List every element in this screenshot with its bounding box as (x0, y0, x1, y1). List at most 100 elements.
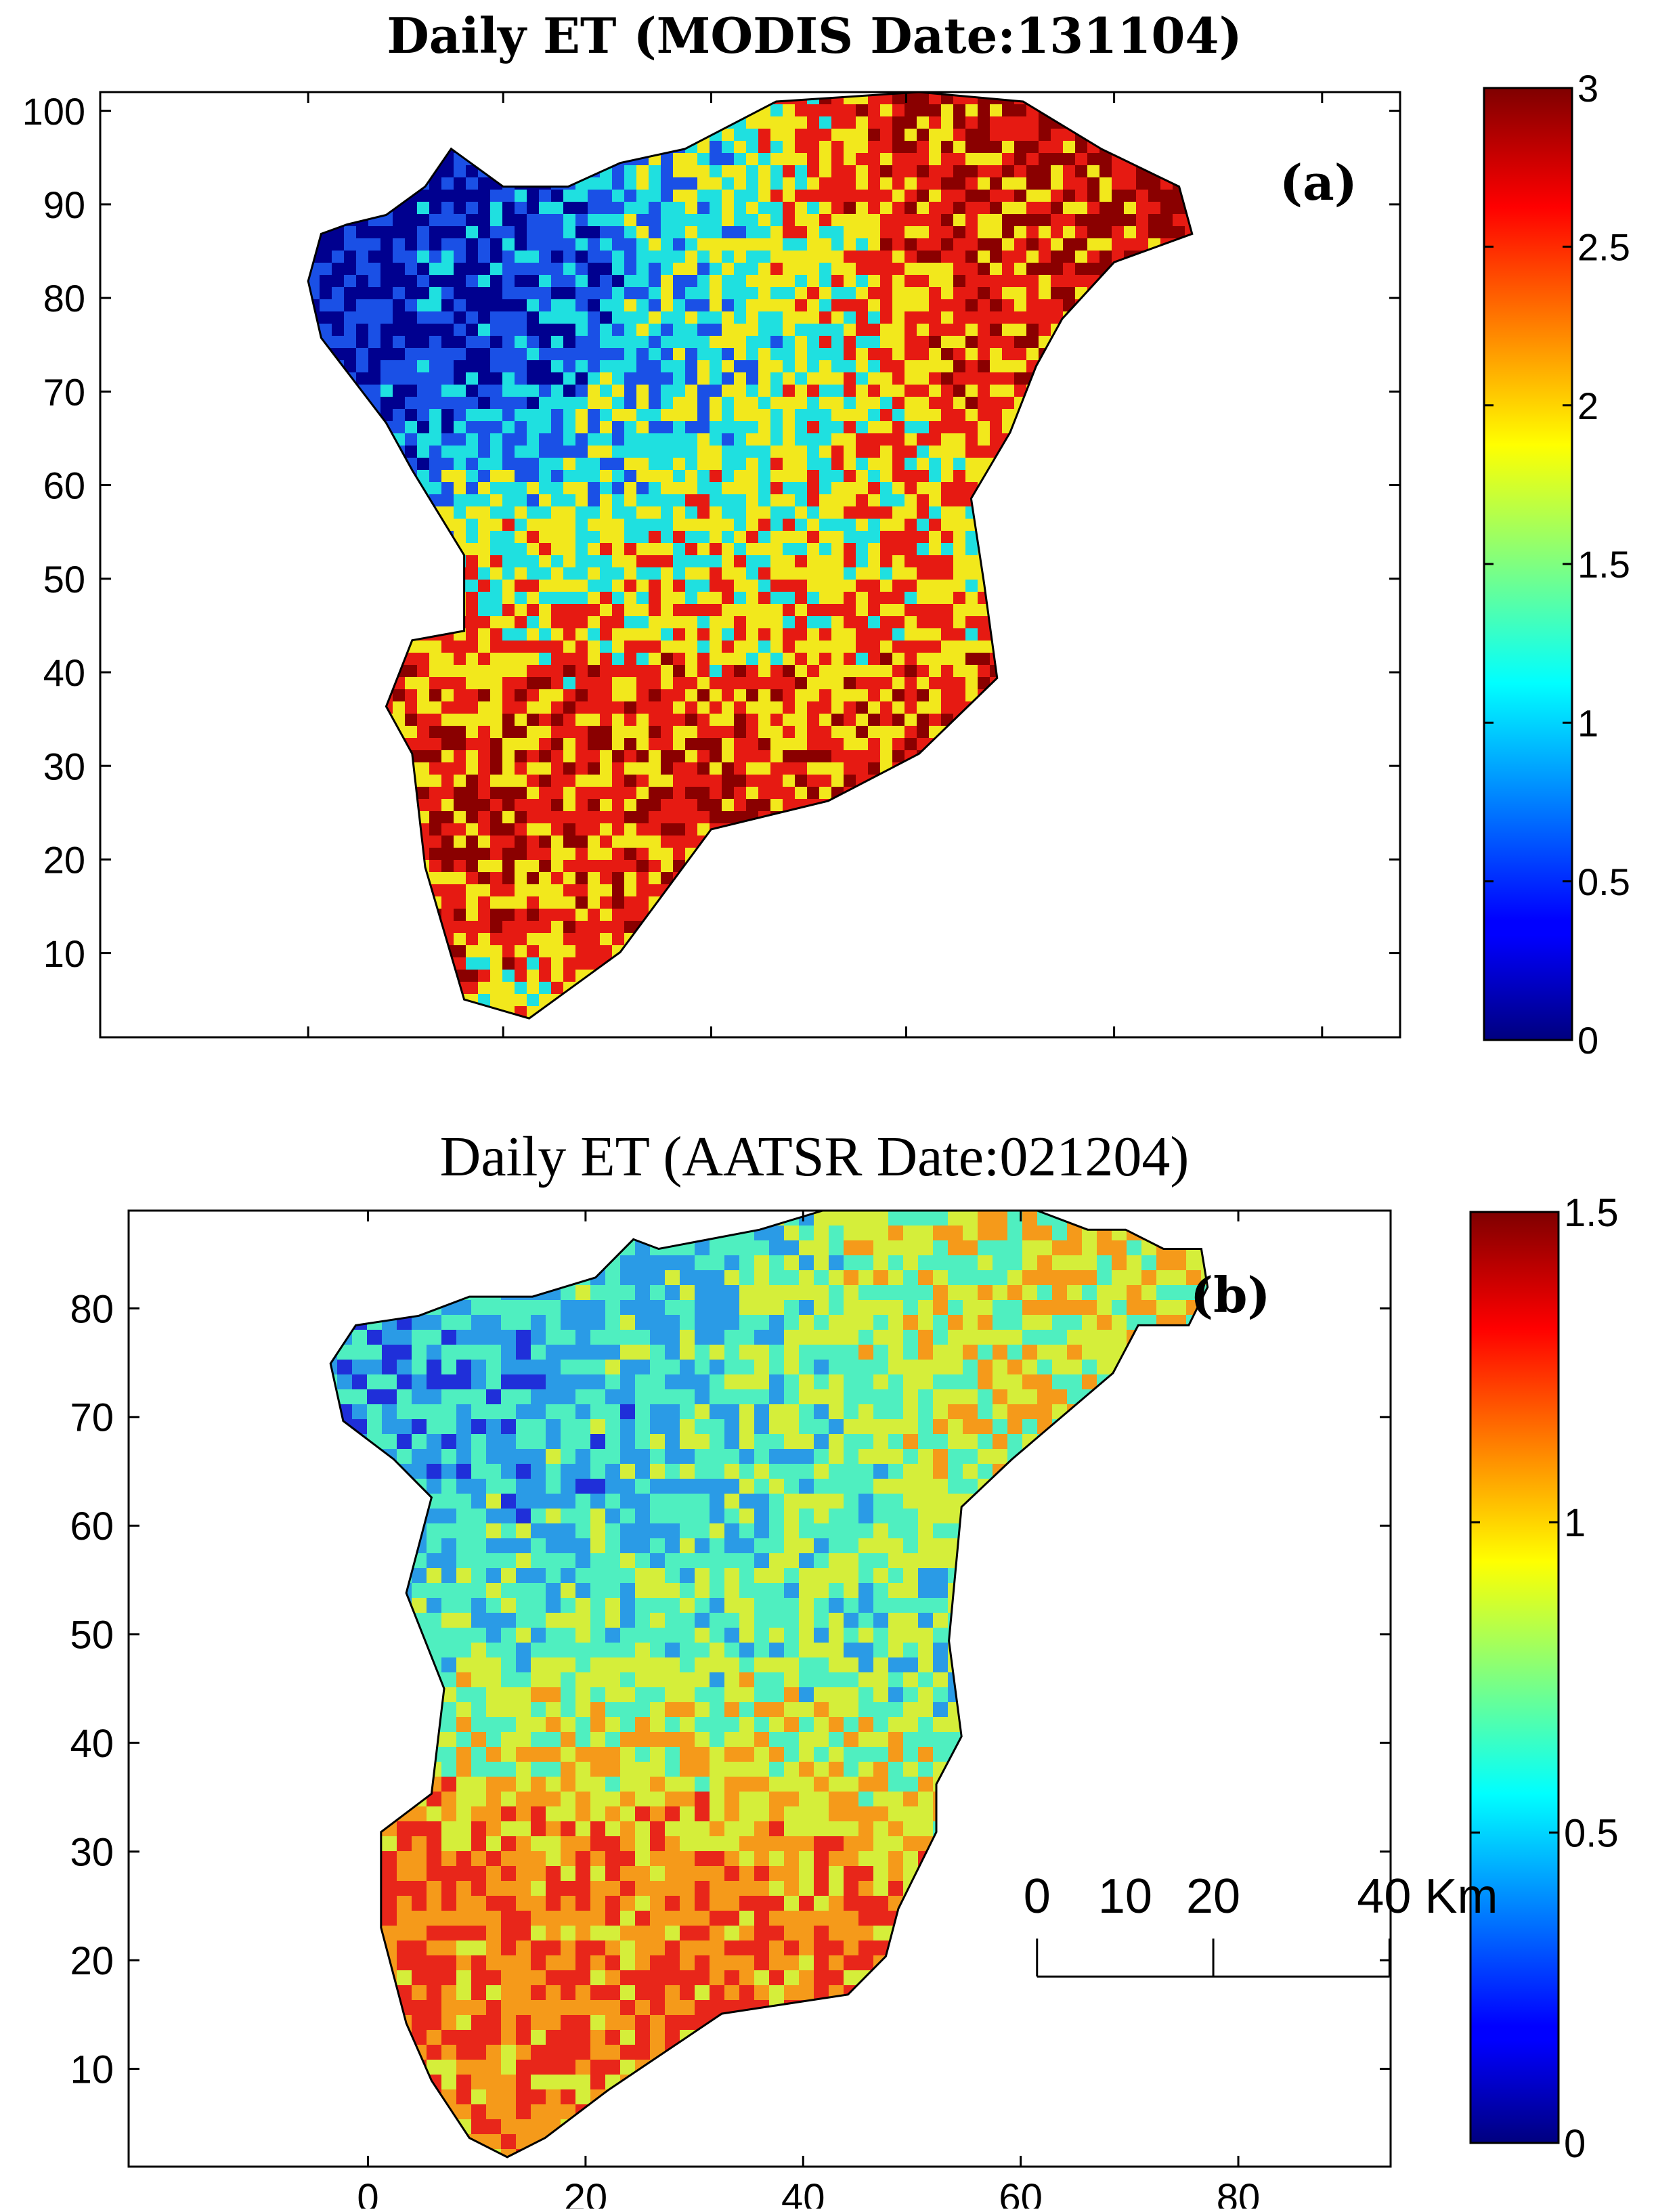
et-cell (685, 567, 698, 580)
et-cell (454, 177, 466, 190)
et-cell (746, 494, 759, 507)
et-cell (588, 433, 601, 446)
et-cell (429, 385, 442, 397)
et-cell (856, 458, 869, 471)
et-cell (551, 482, 564, 495)
et-cell (466, 263, 479, 276)
et-cell (502, 287, 515, 300)
et-cell (624, 543, 637, 556)
et-cell (880, 238, 893, 251)
et-cell (1026, 190, 1039, 202)
et-cell (490, 519, 503, 532)
et-cell (649, 275, 661, 288)
et-cell (758, 141, 771, 154)
et-cell (454, 653, 466, 666)
et-cell (844, 409, 856, 422)
et-cell (515, 360, 527, 373)
et-cell (978, 458, 990, 471)
et-cell (941, 238, 954, 251)
et-cell (1026, 165, 1039, 178)
et-cell (551, 324, 564, 337)
et-cell (454, 385, 466, 397)
et-cell (758, 336, 771, 349)
et-cell (1002, 116, 1015, 129)
et-cell (661, 421, 674, 434)
et-cell (770, 287, 783, 300)
et-cell (710, 628, 722, 641)
et-cell (978, 116, 990, 129)
et-cell (539, 226, 552, 239)
et-cell (393, 360, 406, 373)
et-cell (917, 324, 930, 337)
et-cell (624, 190, 637, 202)
et-cell (819, 287, 832, 300)
et-cell (953, 482, 966, 495)
et-cell (393, 372, 406, 385)
et-cell (941, 141, 954, 154)
et-cell (965, 238, 978, 251)
et-cell (917, 531, 930, 544)
et-cell (965, 567, 978, 580)
et-cell (856, 567, 869, 580)
et-cell (380, 348, 393, 361)
et-cell (856, 360, 869, 373)
et-cell (807, 592, 820, 605)
et-cell (892, 177, 905, 190)
et-cell (673, 336, 686, 349)
et-cell (807, 165, 820, 178)
et-cell (844, 458, 856, 471)
et-cell (344, 299, 357, 312)
et-cell (917, 458, 930, 471)
et-cell (978, 336, 990, 349)
et-cell (478, 653, 491, 666)
et-cell (1099, 238, 1112, 251)
et-cell (441, 251, 454, 263)
et-cell (831, 214, 844, 227)
et-cell (429, 299, 442, 312)
et-cell (380, 226, 393, 239)
et-cell (551, 336, 564, 349)
et-cell (807, 470, 820, 483)
et-cell (783, 494, 796, 507)
et-cell (722, 494, 735, 507)
et-cell (539, 641, 552, 653)
et-cell (551, 604, 564, 617)
et-cell (429, 409, 442, 422)
et-cell (636, 470, 649, 483)
et-cell (441, 238, 454, 251)
et-cell (588, 580, 601, 592)
et-cell (527, 458, 540, 471)
et-cell (405, 336, 418, 349)
et-cell (795, 446, 808, 458)
et-cell (770, 506, 783, 519)
et-cell (636, 604, 649, 617)
et-cell (892, 592, 905, 605)
et-cell (466, 165, 479, 178)
et-cell (527, 409, 540, 422)
et-cell (1063, 251, 1076, 263)
et-cell (1014, 287, 1027, 300)
et-cell (710, 409, 722, 422)
et-cell (575, 311, 588, 324)
et-cell (905, 567, 917, 580)
et-cell (563, 616, 576, 629)
et-cell (563, 470, 576, 483)
et-cell (649, 494, 661, 507)
et-cell (697, 226, 710, 239)
et-cell (490, 385, 503, 397)
et-cell (783, 165, 796, 178)
et-cell (441, 458, 454, 471)
et-cell (710, 506, 722, 519)
et-cell (429, 482, 442, 495)
et-cell (673, 202, 686, 215)
et-cell (905, 555, 917, 568)
et-cell (466, 628, 479, 641)
et-cell (844, 177, 856, 190)
et-cell (892, 251, 905, 263)
et-cell (685, 506, 698, 519)
et-cell (965, 616, 978, 629)
et-cell (1075, 141, 1088, 154)
et-cell (478, 494, 491, 507)
et-cell (697, 421, 710, 434)
et-cell (880, 531, 893, 544)
